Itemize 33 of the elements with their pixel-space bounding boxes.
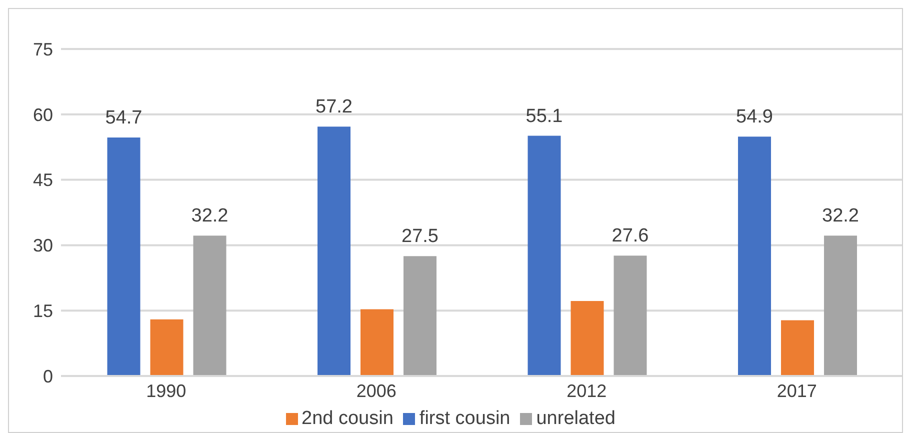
bar <box>614 256 647 376</box>
data-label: 27.6 <box>612 226 649 247</box>
legend-label: first cousin <box>419 408 510 429</box>
data-label: 32.2 <box>822 206 859 227</box>
data-label: 54.7 <box>105 108 142 129</box>
y-tick-label: 45 <box>32 170 53 190</box>
bar <box>193 236 226 376</box>
data-label: 55.1 <box>526 106 563 127</box>
y-tick-label: 15 <box>32 300 53 321</box>
bar <box>404 256 437 376</box>
bar <box>528 136 561 376</box>
bar <box>738 136 772 376</box>
bar <box>107 138 140 376</box>
y-tick-label: 60 <box>32 104 53 125</box>
y-tick-label: 30 <box>32 236 53 256</box>
legend-label: unrelated <box>536 408 616 429</box>
data-label: 32.2 <box>191 206 228 227</box>
x-tick-label: 2012 <box>566 380 607 401</box>
data-label: 27.5 <box>402 226 438 248</box>
x-tick-label: 2006 <box>356 380 396 401</box>
bar <box>150 319 184 376</box>
y-tick-label: 75 <box>32 39 53 60</box>
bar <box>824 236 858 376</box>
x-tick-label: 1990 <box>146 380 186 401</box>
bar <box>360 309 394 376</box>
x-tick-label: 2017 <box>776 380 817 401</box>
bar <box>570 301 604 376</box>
data-label: 57.2 <box>316 96 352 118</box>
legend-label: 2nd cousin <box>302 408 394 429</box>
data-label: 54.9 <box>736 106 773 128</box>
y-tick-label: 0 <box>42 366 53 386</box>
bar <box>781 320 814 376</box>
bar <box>318 126 351 376</box>
